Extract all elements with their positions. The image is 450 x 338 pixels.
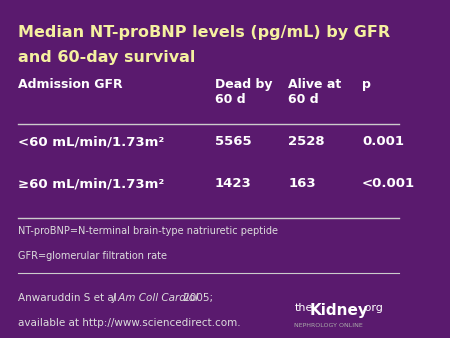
- Text: the: the: [294, 303, 313, 313]
- Text: <60 mL/min/1.73m²: <60 mL/min/1.73m²: [18, 136, 164, 148]
- Text: 2528: 2528: [288, 136, 325, 148]
- Text: Alive at
60 d: Alive at 60 d: [288, 78, 342, 106]
- Text: NT-proBNP=N-terminal brain-type natriuretic peptide: NT-proBNP=N-terminal brain-type natriure…: [18, 226, 278, 236]
- Text: 163: 163: [288, 177, 316, 190]
- Text: and 60-day survival: and 60-day survival: [18, 50, 195, 65]
- Text: 5565: 5565: [215, 136, 251, 148]
- Text: Admission GFR: Admission GFR: [18, 78, 122, 92]
- Text: 1423: 1423: [215, 177, 251, 190]
- Text: <0.001: <0.001: [362, 177, 415, 190]
- Text: GFR=glomerular filtration rate: GFR=glomerular filtration rate: [18, 251, 167, 261]
- Text: Anwaruddin S et al.: Anwaruddin S et al.: [18, 293, 123, 303]
- Text: ≥60 mL/min/1.73m²: ≥60 mL/min/1.73m²: [18, 177, 164, 190]
- Text: 2005;: 2005;: [180, 293, 213, 303]
- Text: available at http://www.sciencedirect.com.: available at http://www.sciencedirect.co…: [18, 318, 240, 328]
- Text: .org: .org: [361, 303, 383, 313]
- Text: p: p: [362, 78, 371, 92]
- Text: 0.001: 0.001: [362, 136, 404, 148]
- Text: Median NT-proBNP levels (pg/mL) by GFR: Median NT-proBNP levels (pg/mL) by GFR: [18, 25, 390, 40]
- Text: NEPHROLOGY ONLINE: NEPHROLOGY ONLINE: [294, 323, 363, 328]
- Text: J Am Coll Cardiol: J Am Coll Cardiol: [113, 293, 199, 303]
- Text: Dead by
60 d: Dead by 60 d: [215, 78, 272, 106]
- Text: Kidney: Kidney: [310, 303, 369, 318]
